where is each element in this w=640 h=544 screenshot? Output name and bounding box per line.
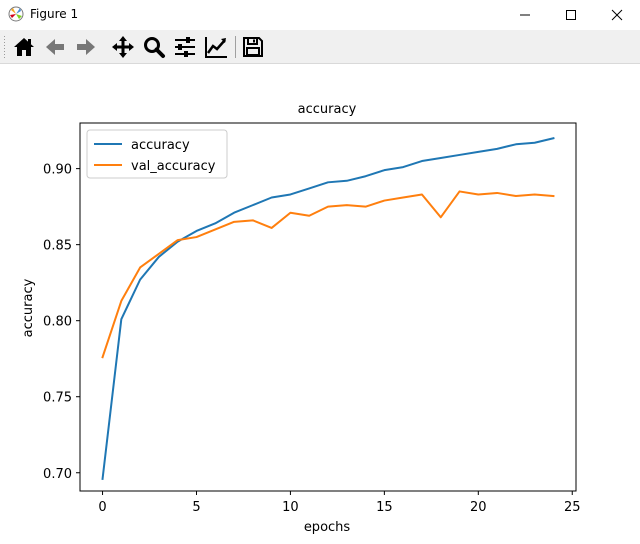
toolbar-grip[interactable] xyxy=(3,35,6,59)
y-tick-label: 0.80 xyxy=(43,315,72,330)
x-axis-label: epochs xyxy=(304,520,351,535)
x-tick-label: 25 xyxy=(564,500,581,515)
x-tick-label: 5 xyxy=(192,500,200,515)
home-button[interactable] xyxy=(11,34,37,60)
maximize-button[interactable] xyxy=(548,0,594,30)
close-button[interactable] xyxy=(594,0,640,30)
plot-area-frame xyxy=(79,122,577,492)
accuracy-chart: accuracy epochs accuracy 0 5 10 15 20 25 0.70 0… xyxy=(21,102,581,535)
x-tick-label: 10 xyxy=(282,500,299,515)
x-tick-label: 0 xyxy=(98,500,106,515)
x-tick-label: 15 xyxy=(376,500,393,515)
forward-button[interactable] xyxy=(73,34,99,60)
legend-label: accuracy xyxy=(131,138,190,153)
figure-canvas[interactable]: accuracy epochs accuracy 0 5 10 15 20 25 0.70 0… xyxy=(0,64,640,544)
toolbar-separator xyxy=(235,36,236,58)
zoom-button[interactable] xyxy=(141,34,167,60)
x-tick-label: 20 xyxy=(470,500,487,515)
y-tick-label: 0.90 xyxy=(43,163,72,178)
y-tick-label: 0.70 xyxy=(43,467,72,482)
title-bar[interactable]: Figure 1 xyxy=(0,0,640,30)
pan-button[interactable] xyxy=(110,34,136,60)
save-button[interactable] xyxy=(240,34,266,60)
minimize-button[interactable] xyxy=(502,0,548,30)
y-tick-label: 0.85 xyxy=(43,239,72,254)
window-title: Figure 1 xyxy=(30,7,79,21)
matplotlib-logo-icon xyxy=(8,6,24,22)
y-tick-label: 0.75 xyxy=(43,391,72,406)
subplots-button[interactable] xyxy=(172,34,198,60)
chart-title: accuracy xyxy=(298,102,357,117)
legend: accuracy val_accuracy xyxy=(86,129,228,179)
navigation-toolbar xyxy=(0,30,640,64)
legend-label: val_accuracy xyxy=(131,159,216,174)
y-axis-label: accuracy xyxy=(21,278,36,337)
series-line-accuracy xyxy=(101,137,555,480)
series-line-val-accuracy xyxy=(101,190,555,359)
customize-button[interactable] xyxy=(203,34,229,60)
back-button[interactable] xyxy=(42,34,68,60)
